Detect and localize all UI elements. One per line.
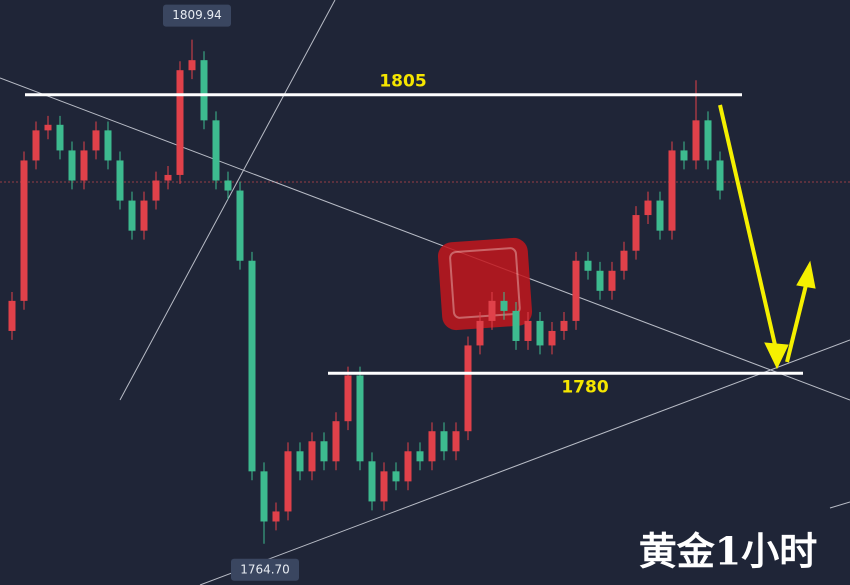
candle-body [404,451,412,482]
candle-body [308,441,316,472]
candle-body [284,451,292,512]
candle-body [656,200,664,231]
candle-body [344,375,352,422]
candle-body [116,160,124,201]
candle-body [716,160,724,191]
candle-body [596,270,604,291]
candle-body [584,260,592,271]
candle-body [392,471,400,482]
trend-line [199,339,850,585]
candle-body [20,160,28,301]
candle-body [8,300,16,331]
price-tooltip [231,558,299,581]
candle-body [296,451,304,472]
candle-body [512,310,520,341]
candle-body [572,260,580,321]
stamp [437,237,533,331]
candles [8,39,724,544]
candle-body [248,260,256,472]
candle-body [704,120,712,161]
candle-body [176,70,184,175]
candle-body [92,130,100,151]
price-tooltip-label: 1809.94 [172,8,222,22]
candle-body [488,300,496,321]
candle-body [80,150,88,181]
candle-body [368,461,376,502]
candle-body [548,330,556,346]
trend-line [829,501,850,509]
price-tooltip-label: 1764.70 [240,562,290,576]
candle-body [164,174,172,181]
candle-body [452,431,460,452]
price-tooltip [163,4,231,27]
candle-body [680,150,688,161]
candle-body [524,320,532,341]
candle-body [356,375,364,462]
candle-body [104,130,112,161]
candle-body [200,60,208,121]
candle-body [188,60,196,71]
candle-body [32,130,40,161]
candle-body [608,270,616,291]
candle-body [500,300,508,311]
candle-body [440,431,448,452]
candle-body [140,200,148,231]
candle-body [224,180,232,191]
trend-line [0,77,850,401]
candle-body [644,200,652,216]
candle-body [416,451,424,462]
forecast-arrow [718,104,816,370]
trend-line [119,0,336,401]
candle-body [668,150,676,231]
chart-title: 黄金1小时 [639,529,817,574]
candle-body [560,320,568,331]
candle-body [212,120,220,181]
candle-body [620,250,628,271]
candle-body [380,471,388,502]
candle-body [272,511,280,522]
candle-body [692,120,700,161]
candle-body [56,124,64,151]
candle-body [68,150,76,181]
candle-body [152,180,160,201]
candle-body [320,441,328,462]
candle-body [428,431,436,462]
candle-body [476,320,484,346]
candle-body [260,471,268,522]
candle-body [536,320,544,346]
candle-body [464,345,472,432]
candle-body [632,215,640,251]
candle-body [128,200,136,231]
level-label: 1780 [561,377,608,397]
candle-body [44,124,52,131]
level-label: 1805 [379,72,426,92]
candle-body [236,190,244,261]
candle-body [332,421,340,462]
